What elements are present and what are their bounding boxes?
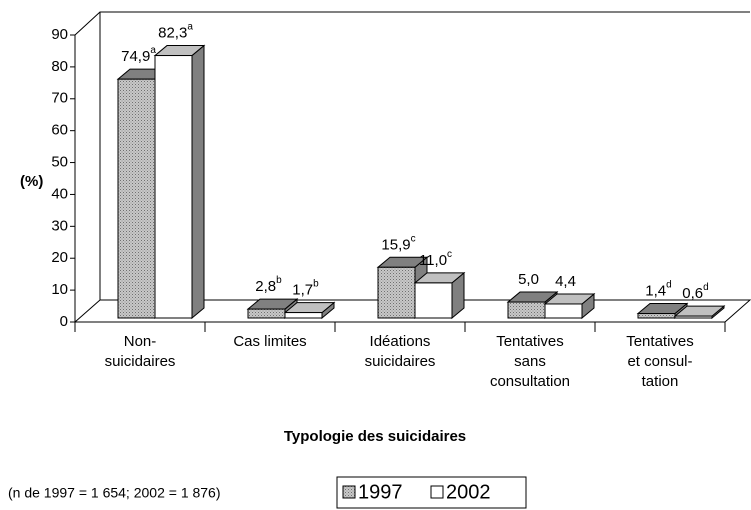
y-tick-label: 20 [51,249,68,266]
floor [73,299,751,323]
note: (n de 1997 = 1 654; 2002 = 1 876) [8,485,221,501]
value-label-note: b [276,275,282,286]
y-tick-label: 60 [51,122,68,139]
x-tick-label: suicidaires [365,353,436,370]
value-label: 1,4d [645,279,671,299]
value-label: 4,4 [555,273,576,290]
x-tick-label: consultation [490,373,570,390]
bar-front [414,282,453,319]
y-tick-label: 80 [51,58,68,75]
bar-front [544,303,583,319]
value-label-note: b [313,278,319,289]
x-tick-label: tation [642,373,679,390]
x-tick-label: suicidaires [105,353,176,370]
legend-swatch [342,485,356,499]
value-label: 11,0c [419,249,452,269]
bar-front [674,315,713,319]
bar [673,305,726,320]
bar [413,271,466,320]
y-tick-label: 50 [51,154,68,171]
x-tick-label: Idéations [370,333,431,350]
value-label-number: 1,7 [292,282,313,299]
y-tick-label: 90 [51,26,68,43]
value-label-number: 74,9 [121,48,150,65]
y-tick-label: 30 [51,217,68,234]
value-label-note: d [703,282,709,293]
bar-front [377,266,416,319]
x-tick-label: Cas limites [233,333,306,350]
bar-front [154,55,193,319]
value-label-number: 5,0 [518,271,539,288]
value-label-note: d [666,279,672,290]
y-tick-label: 40 [51,185,68,202]
frame [73,11,751,323]
y-axis-label: (%) [20,173,43,190]
bar-front [507,301,546,319]
legend-label: 1997 [358,481,403,503]
value-label: 1,7b [292,278,319,298]
value-label-number: 0,6 [682,285,703,302]
value-label-number: 82,3 [158,25,187,42]
y-tick-label: 70 [51,90,68,107]
bar-front [637,313,676,319]
y-tick-label: 0 [60,313,68,330]
x-tick-label: sans [514,353,546,370]
value-label-note: c [411,233,416,244]
x-tick-label: Tentatives [496,333,564,350]
legend-swatch [430,485,444,499]
bar-front [117,78,156,319]
x-tick-label: Non- [124,333,157,350]
bar-side [191,44,205,320]
value-label-note: c [447,249,452,260]
value-label-note: a [187,21,193,32]
value-label-number: 2,8 [255,278,276,295]
bar [283,301,336,320]
x-axis-label: Typologie des suicidaires [284,428,466,445]
value-label-number: 4,4 [555,273,576,290]
bar [543,292,596,320]
legend-label: 2002 [446,481,491,503]
value-label: 2,8b [255,275,282,295]
bar [153,44,206,320]
value-label-number: 1,4 [645,283,666,300]
x-tick-label: et consul- [627,353,692,370]
bar-front [284,312,323,319]
value-label-number: 15,9 [381,236,410,253]
value-label: 0,6d [682,282,708,302]
value-label: 15,9c [381,233,415,253]
x-tick-label: Tentatives [626,333,694,350]
value-label: 5,0 [518,271,539,288]
value-label: 82,3a [158,21,193,41]
bar [376,256,429,320]
bar-front [247,308,286,319]
value-label-note: a [150,45,156,56]
y-tick-label: 10 [51,281,68,298]
value-label: 74,9a [121,45,156,65]
value-label-number: 11,0 [419,252,447,269]
